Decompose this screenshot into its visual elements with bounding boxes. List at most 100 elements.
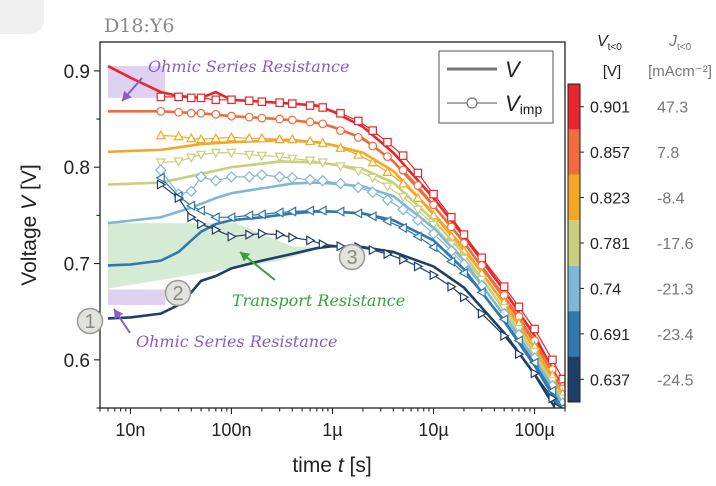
colorbar-cells: 0.901 47.3 0.857 7.8 0.823 -8.4 0.781 -17.6 0.74… — [568, 84, 694, 402]
data-point — [287, 133, 298, 144]
legend-box — [438, 50, 554, 124]
data-point — [558, 374, 565, 384]
colorbar-j-unit: [mAcm⁻²] — [648, 63, 712, 80]
data-point — [227, 111, 236, 121]
data-point — [256, 169, 268, 181]
data-point — [459, 230, 469, 239]
data-point — [499, 282, 509, 291]
colorbar-v-header: Vt<0 — [597, 33, 622, 53]
data-point — [367, 211, 377, 222]
data-point — [397, 178, 409, 188]
data-point — [227, 95, 236, 105]
data-point — [304, 173, 316, 186]
data-point — [335, 162, 346, 172]
data-point — [185, 185, 198, 198]
arrow-transport-head — [240, 252, 251, 262]
data-point — [244, 96, 254, 106]
data-point — [257, 97, 267, 107]
data-point — [275, 229, 286, 240]
data-point — [413, 181, 423, 190]
data-point — [336, 126, 345, 136]
annotation-transport: Transport Resistance — [232, 291, 405, 310]
arrow-ohmic-bottom-head — [114, 309, 124, 320]
data-point — [445, 256, 456, 267]
data-point — [397, 222, 408, 234]
data-point — [186, 108, 196, 118]
data-point — [155, 129, 167, 140]
data-point — [196, 108, 206, 118]
data-point — [557, 403, 565, 408]
data-point — [317, 205, 327, 216]
data-point — [174, 192, 185, 204]
data-point — [498, 314, 509, 325]
x-tick-label: 10µ — [418, 420, 448, 440]
data-point — [318, 239, 329, 250]
data-point — [244, 150, 255, 161]
data-point — [245, 229, 255, 240]
colorbar-j-value: -24.5 — [657, 372, 694, 389]
annotation-ohmic-top: Ohmic Series Resistance — [148, 57, 349, 76]
data-point — [288, 232, 298, 243]
colorbar-v-value: 0.691 — [590, 327, 630, 344]
circled-number-bg — [164, 279, 192, 307]
data-point — [185, 200, 196, 211]
data-point — [413, 168, 423, 178]
data-point — [429, 269, 439, 281]
circled-number-2: 2 — [172, 283, 183, 305]
data-point — [413, 261, 424, 272]
data-point — [530, 324, 539, 334]
data-point — [243, 170, 256, 183]
data-point — [500, 330, 510, 341]
colorbar-v-header-main: V — [597, 33, 609, 50]
data-point — [446, 222, 456, 232]
circled-number-bg — [76, 307, 104, 335]
data-point — [381, 194, 394, 206]
data-point — [412, 214, 424, 227]
data-point — [211, 95, 221, 105]
data-point — [275, 98, 284, 107]
corner-artifact — [0, 0, 44, 34]
data-point — [225, 170, 238, 183]
x-tick-label: 100µ — [514, 420, 554, 440]
data-point — [306, 235, 316, 246]
y-tick-label: 0.8 — [64, 158, 90, 179]
data-point — [195, 133, 207, 144]
data-point — [227, 231, 237, 242]
data-point — [382, 215, 392, 227]
x-ticks: 10n 100n 1µ 10µ 100µ — [99, 408, 566, 440]
data-point — [383, 137, 392, 147]
x-axis-label-text: time t [s] — [292, 454, 371, 477]
chart-title: D18:Y6 — [104, 15, 174, 37]
series-layer — [107, 64, 565, 408]
colorbar-cell — [568, 265, 580, 312]
data-point — [427, 227, 440, 240]
data-point — [173, 130, 184, 141]
data-point — [226, 131, 237, 142]
series-v-line — [107, 138, 562, 395]
data-point — [317, 137, 328, 148]
data-point — [210, 148, 222, 159]
data-point — [273, 170, 286, 183]
data-point — [256, 209, 266, 220]
colorbar-v-value: 0.637 — [590, 372, 630, 389]
data-point — [353, 167, 364, 177]
colorbar-j-header: Jt<0 — [668, 33, 692, 53]
data-point — [256, 151, 268, 162]
annotations: Ohmic Series Resistance Ohmic Series Resi… — [76, 57, 405, 351]
x-tick-label: 1µ — [322, 420, 342, 440]
legend-marker-circle — [466, 97, 478, 109]
data-point — [287, 154, 298, 164]
colorbar-j-value: 7.8 — [657, 145, 679, 162]
data-point — [335, 142, 346, 152]
data-point — [412, 205, 424, 216]
data-point — [447, 212, 456, 222]
colorbar-j-value: -17.6 — [657, 236, 694, 253]
data-point — [186, 132, 197, 143]
series-0_691 — [107, 172, 565, 408]
data-point — [529, 357, 539, 368]
colorbar-v-value: 0.781 — [590, 236, 630, 253]
data-point — [458, 267, 468, 279]
data-point — [336, 108, 345, 118]
data-point — [429, 200, 438, 210]
